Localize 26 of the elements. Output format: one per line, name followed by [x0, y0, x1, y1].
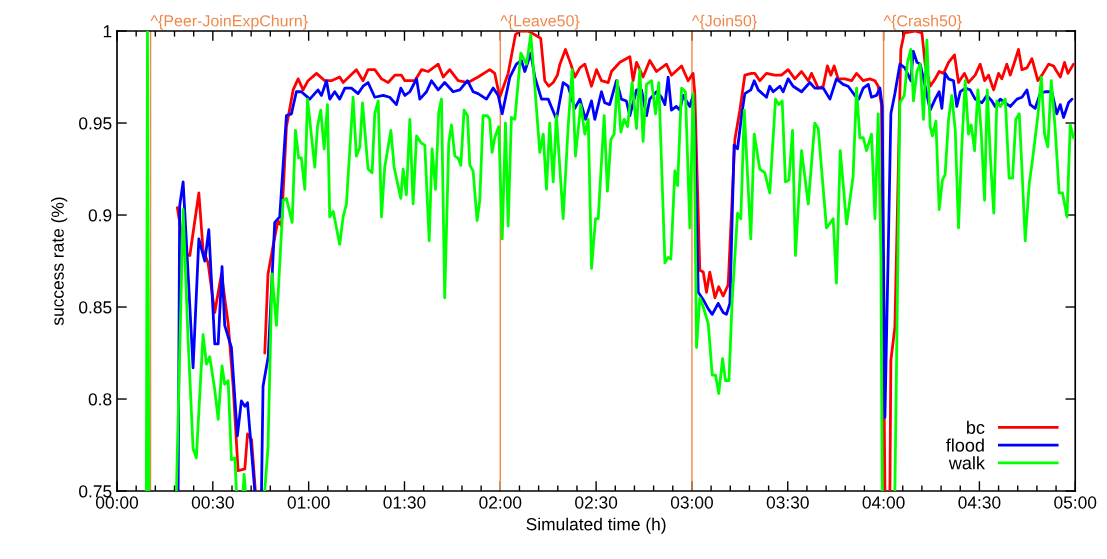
x-tick-label: 02:00: [479, 496, 522, 509]
y-axis-title: success rate (%): [51, 197, 68, 326]
ref-line-label: ^{Peer-JoinExpChurn}: [150, 14, 308, 30]
y-tick-label: 0.75: [79, 485, 112, 498]
legend-label: flood: [946, 438, 984, 452]
legend-label: walk: [948, 456, 985, 470]
legend-label: bc: [967, 420, 985, 434]
x-tick-label: 04:00: [862, 496, 905, 509]
x-tick-label: 01:00: [287, 496, 330, 509]
x-axis-title: Simulated time (h): [526, 517, 666, 534]
x-tick-label: 03:00: [670, 496, 713, 509]
x-tick-label: 01:30: [383, 496, 426, 509]
x-tick-label: 00:30: [191, 496, 234, 509]
y-tick-label: 1: [103, 25, 112, 38]
x-tick-label: 04:30: [958, 496, 1001, 509]
y-tick-label: 0.85: [79, 301, 112, 314]
ref-line-label: ^{Crash50}: [883, 14, 962, 30]
y-tick-label: 0.8: [88, 393, 112, 406]
x-tick-label: 03:30: [766, 496, 809, 509]
x-tick-label: 02:30: [575, 496, 618, 509]
ref-line-label: ^{Leave50}: [500, 14, 580, 30]
x-tick-label: 00:00: [95, 496, 139, 509]
y-tick-label: 0.95: [79, 117, 112, 130]
x-tick-label: 05:00: [1054, 496, 1097, 509]
y-tick-label: 0.9: [88, 209, 112, 222]
ref-line-label: ^{Join50}: [692, 14, 757, 30]
